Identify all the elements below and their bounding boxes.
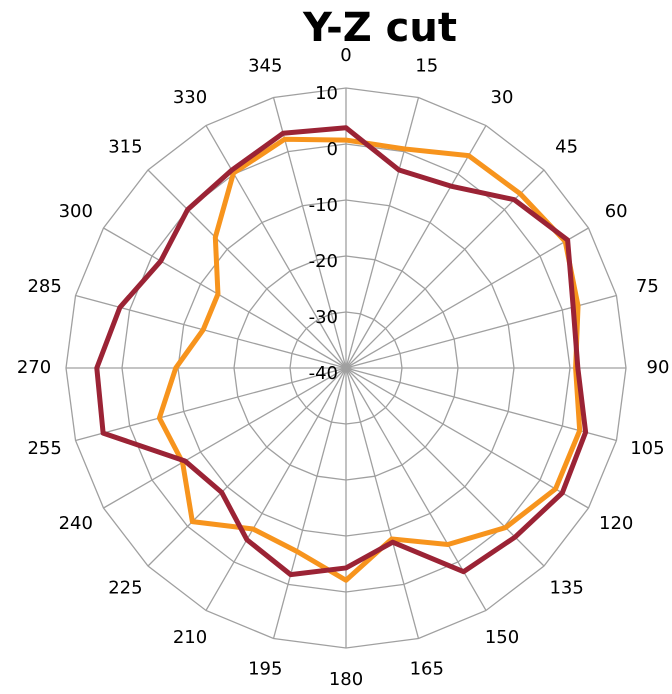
category-label: 330 [173,87,207,108]
category-label: 0 [340,45,351,66]
category-label: 225 [108,578,142,599]
category-label: 315 [108,136,142,157]
category-label: 255 [27,438,61,459]
category-label: 345 [248,56,282,77]
category-label: 75 [636,276,659,297]
spoke [345,125,487,369]
category-label: 60 [605,201,628,222]
category-label: 120 [599,513,633,534]
category-label: 30 [491,87,514,108]
spoke [272,97,347,369]
spoke [345,367,487,611]
category-label: 195 [248,658,282,679]
r-tick-label: -10 [309,195,338,216]
spoke [103,227,347,369]
category-label: 210 [173,627,207,648]
spoke [272,367,347,639]
r-tick-label: 0 [327,139,338,160]
spoke [345,367,617,442]
category-label: 285 [27,276,61,297]
category-label: 105 [630,438,664,459]
category-label: 135 [549,578,583,599]
category-label: 15 [415,56,438,77]
spoke [103,367,347,509]
r-tick-label: -20 [309,251,338,272]
spoke [345,227,589,369]
spoke [345,367,589,509]
series-line [156,136,583,583]
r-tick-label: -40 [309,363,338,384]
category-label: 165 [410,658,444,679]
category-label: 270 [17,357,51,378]
spoke [75,367,347,442]
spoke [345,367,420,639]
category-label: 180 [329,669,363,690]
r-tick-label: 10 [315,83,338,104]
spoke [345,367,545,567]
spoke [147,367,347,567]
spoke [205,367,347,611]
spoke [205,125,347,369]
category-label: 240 [59,513,93,534]
series-line [94,125,589,578]
category-label: 150 [485,627,519,648]
spoke [345,97,420,369]
r-tick-label: -30 [309,307,338,328]
category-label: 45 [555,136,578,157]
chart-title: Y-Z cut [302,5,457,51]
category-label: 300 [59,201,93,222]
spoke [147,169,347,369]
spoke [345,169,545,369]
category-label: 90 [647,357,670,378]
